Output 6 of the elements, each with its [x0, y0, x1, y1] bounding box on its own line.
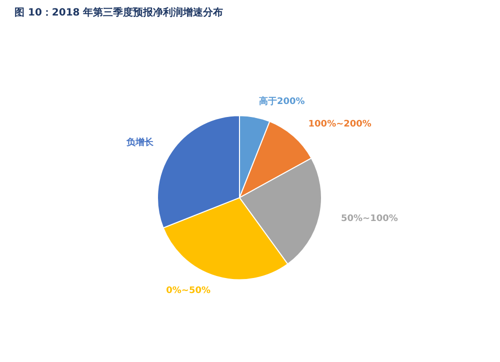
slice-label: 高于200%: [258, 96, 305, 108]
slice-label: 负增长: [125, 136, 154, 148]
slice-label: 0%~50%: [166, 286, 210, 296]
chart-title: 图 10：2018 年第三季度预报净利润增速分布: [14, 6, 224, 18]
slice-label: 50%~100%: [340, 214, 398, 224]
slice-label: 100%~200%: [308, 120, 372, 130]
